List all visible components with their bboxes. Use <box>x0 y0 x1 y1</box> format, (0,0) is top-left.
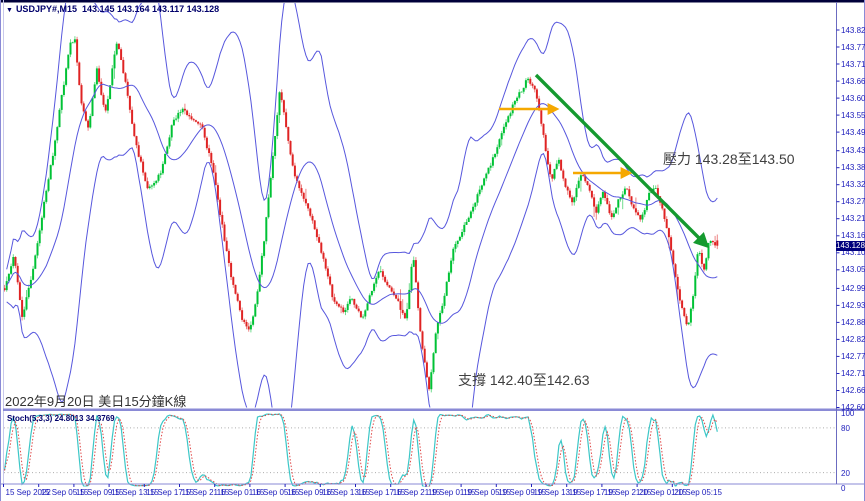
time-axis-label: 19 Sep 01:15 <box>427 488 476 497</box>
price-tick-label: 143.160 <box>841 231 865 241</box>
time-axis-label: 19 Sep 05:15 <box>463 488 511 497</box>
time-axis-label: 16 Sep 09:15 <box>287 488 335 497</box>
price-tick-label: 142.880 <box>841 317 865 327</box>
price-tick-label: 143.215 <box>841 214 865 224</box>
time-axis-label: 16 Sep 13:15 <box>322 488 370 497</box>
price-tick-label: 142.770 <box>841 351 865 361</box>
time-axis-label: 16 Sep 01:15 <box>216 488 265 497</box>
price-tick-label: 143.380 <box>841 163 865 173</box>
price-tick-label: 143.495 <box>841 127 865 137</box>
price-tick-label: 143.605 <box>841 93 865 103</box>
time-axis-label: 19 Sep 21:15 <box>603 488 652 497</box>
time-axis-label: 16 Sep 05:15 <box>251 488 300 497</box>
top-border <box>0 0 865 3</box>
time-axis-label: 16 Sep 17:15 <box>357 488 406 497</box>
price-tick-label: 142.715 <box>841 368 865 378</box>
resistance-annotation[interactable]: 壓力 143.28至143.50 <box>663 151 795 167</box>
price-tick-label: 142.660 <box>841 385 865 395</box>
time-axis-label: 20 Sep 05:15 <box>674 488 722 497</box>
stoch-scale-label: 20 <box>841 468 850 478</box>
stochastic-indicator-label: Stoch(5,3,3) 24.8013 34.3769 <box>7 414 115 423</box>
support-annotation[interactable]: 支撐 142.40至142.63 <box>458 372 590 388</box>
time-axis-label: 15 Sep 09:15 <box>75 488 124 497</box>
price-tick-label: 143.715 <box>841 59 865 69</box>
price-tick-label: 143.550 <box>841 110 865 120</box>
price-tick-label: 143.435 <box>841 146 865 156</box>
downtrend-arrow[interactable] <box>534 73 710 249</box>
time-axis-label: 19 Sep 17:15 <box>568 488 617 497</box>
price-tick-label: 142.935 <box>841 300 865 310</box>
stochastic-panel[interactable] <box>3 413 718 487</box>
time-axis-label: 15 Sep 05:15 <box>40 488 89 497</box>
current-price-badge: 143.128 <box>836 241 865 251</box>
main-price-panel[interactable] <box>3 0 719 459</box>
price-tick-label: 143.770 <box>841 42 865 52</box>
time-axis-label: 15 Sep 17:15 <box>146 488 194 497</box>
chart-header: ▼ USDJPY#,M15 143.145 143.164 143.117 143… <box>6 4 219 14</box>
price-tick-label: 143.270 <box>841 197 865 207</box>
stoch-scale-label: 0 <box>841 483 846 493</box>
time-axis-label: 20 Sep 01:15 <box>639 488 687 497</box>
panel-divider[interactable] <box>3 408 865 412</box>
ohlc-values: 143.145 143.164 143.117 143.128 <box>81 4 220 14</box>
symbol-timeframe-label: USDJPY#,M15 <box>15 4 77 14</box>
time-axis-label: 15 Sep 2022 <box>5 488 51 497</box>
symbol-dropdown-icon[interactable]: ▼ <box>6 7 13 14</box>
time-axis-label: 16 Sep 21:15 <box>392 488 441 497</box>
price-tick-label: 143.105 <box>841 248 865 258</box>
price-tick-label: 142.825 <box>841 334 865 344</box>
caption-annotation[interactable]: 2022年9月20日 美日15分鐘K線 <box>5 394 187 409</box>
price-tick-label: 143.825 <box>841 25 865 35</box>
price-tick-label: 143.660 <box>841 76 865 86</box>
time-axis-label: 19 Sep 13:15 <box>533 488 582 497</box>
stoch-scale-label: 100 <box>841 409 855 418</box>
price-tick-label: 142.990 <box>841 283 865 293</box>
price-tick-label: 143.050 <box>841 265 865 275</box>
stoch-scale-label: 80 <box>841 423 850 433</box>
price-tick-label: 143.325 <box>841 180 865 190</box>
time-axis-label: 15 Sep 13:15 <box>111 488 159 497</box>
time-axis-label: 19 Sep 09:15 <box>498 488 546 497</box>
time-axis-label: 15 Sep 21:15 <box>181 488 230 497</box>
price-tick-label: 142.605 <box>841 403 865 412</box>
